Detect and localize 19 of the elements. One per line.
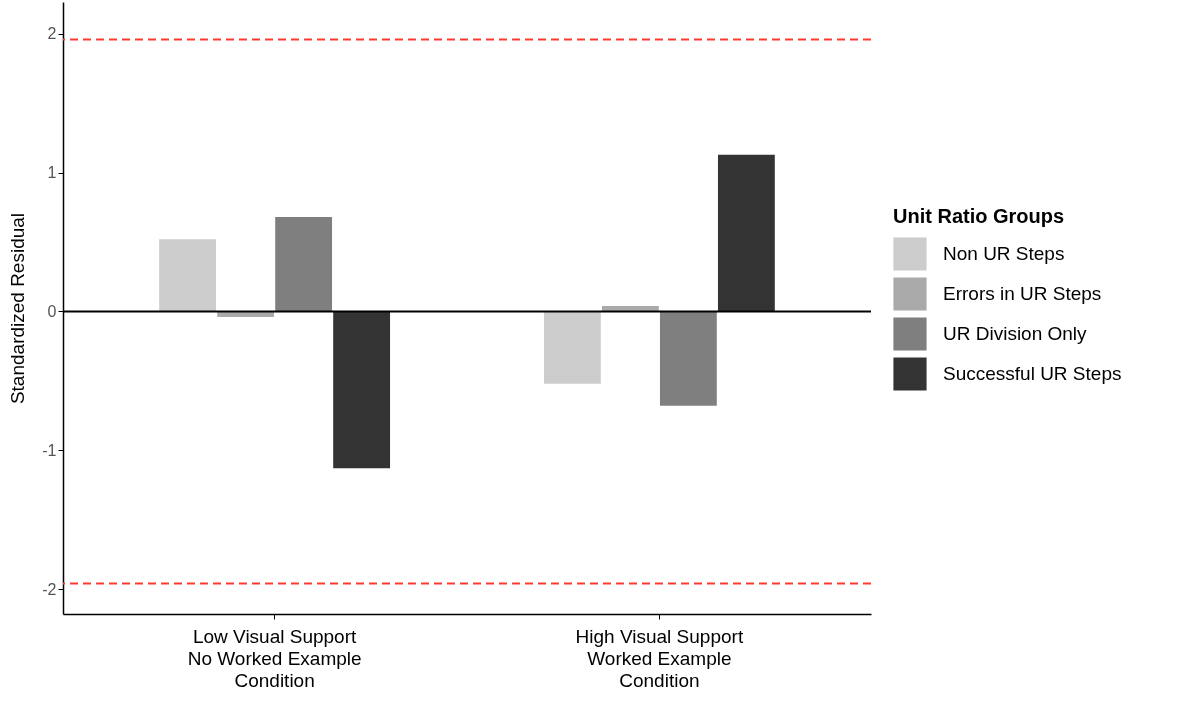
bar — [159, 239, 217, 312]
bar — [333, 311, 391, 469]
bar — [659, 311, 717, 406]
legend-label: UR Division Only — [943, 323, 1088, 344]
bar — [275, 217, 333, 312]
bar — [717, 154, 775, 312]
legend-title: Unit Ratio Groups — [893, 205, 1065, 227]
y-tick-label: 2 — [47, 25, 57, 43]
y-tick-label: 1 — [47, 164, 57, 182]
y-tick-label: -1 — [42, 441, 57, 459]
x-tick-label: High Visual Support Worked Example Condition — [575, 625, 744, 691]
legend-label: Successful UR Steps — [943, 363, 1122, 384]
bar — [543, 311, 601, 384]
y-tick-label: -2 — [42, 580, 57, 598]
y-axis-title: Standardized Residual — [7, 212, 29, 405]
y-tick-label: 0 — [47, 302, 57, 320]
legend-label: Non UR Steps — [943, 243, 1065, 264]
x-tick-label: Low Visual Support No Worked Example Condition — [187, 625, 362, 691]
legend-label: Errors in UR Steps — [943, 283, 1102, 304]
